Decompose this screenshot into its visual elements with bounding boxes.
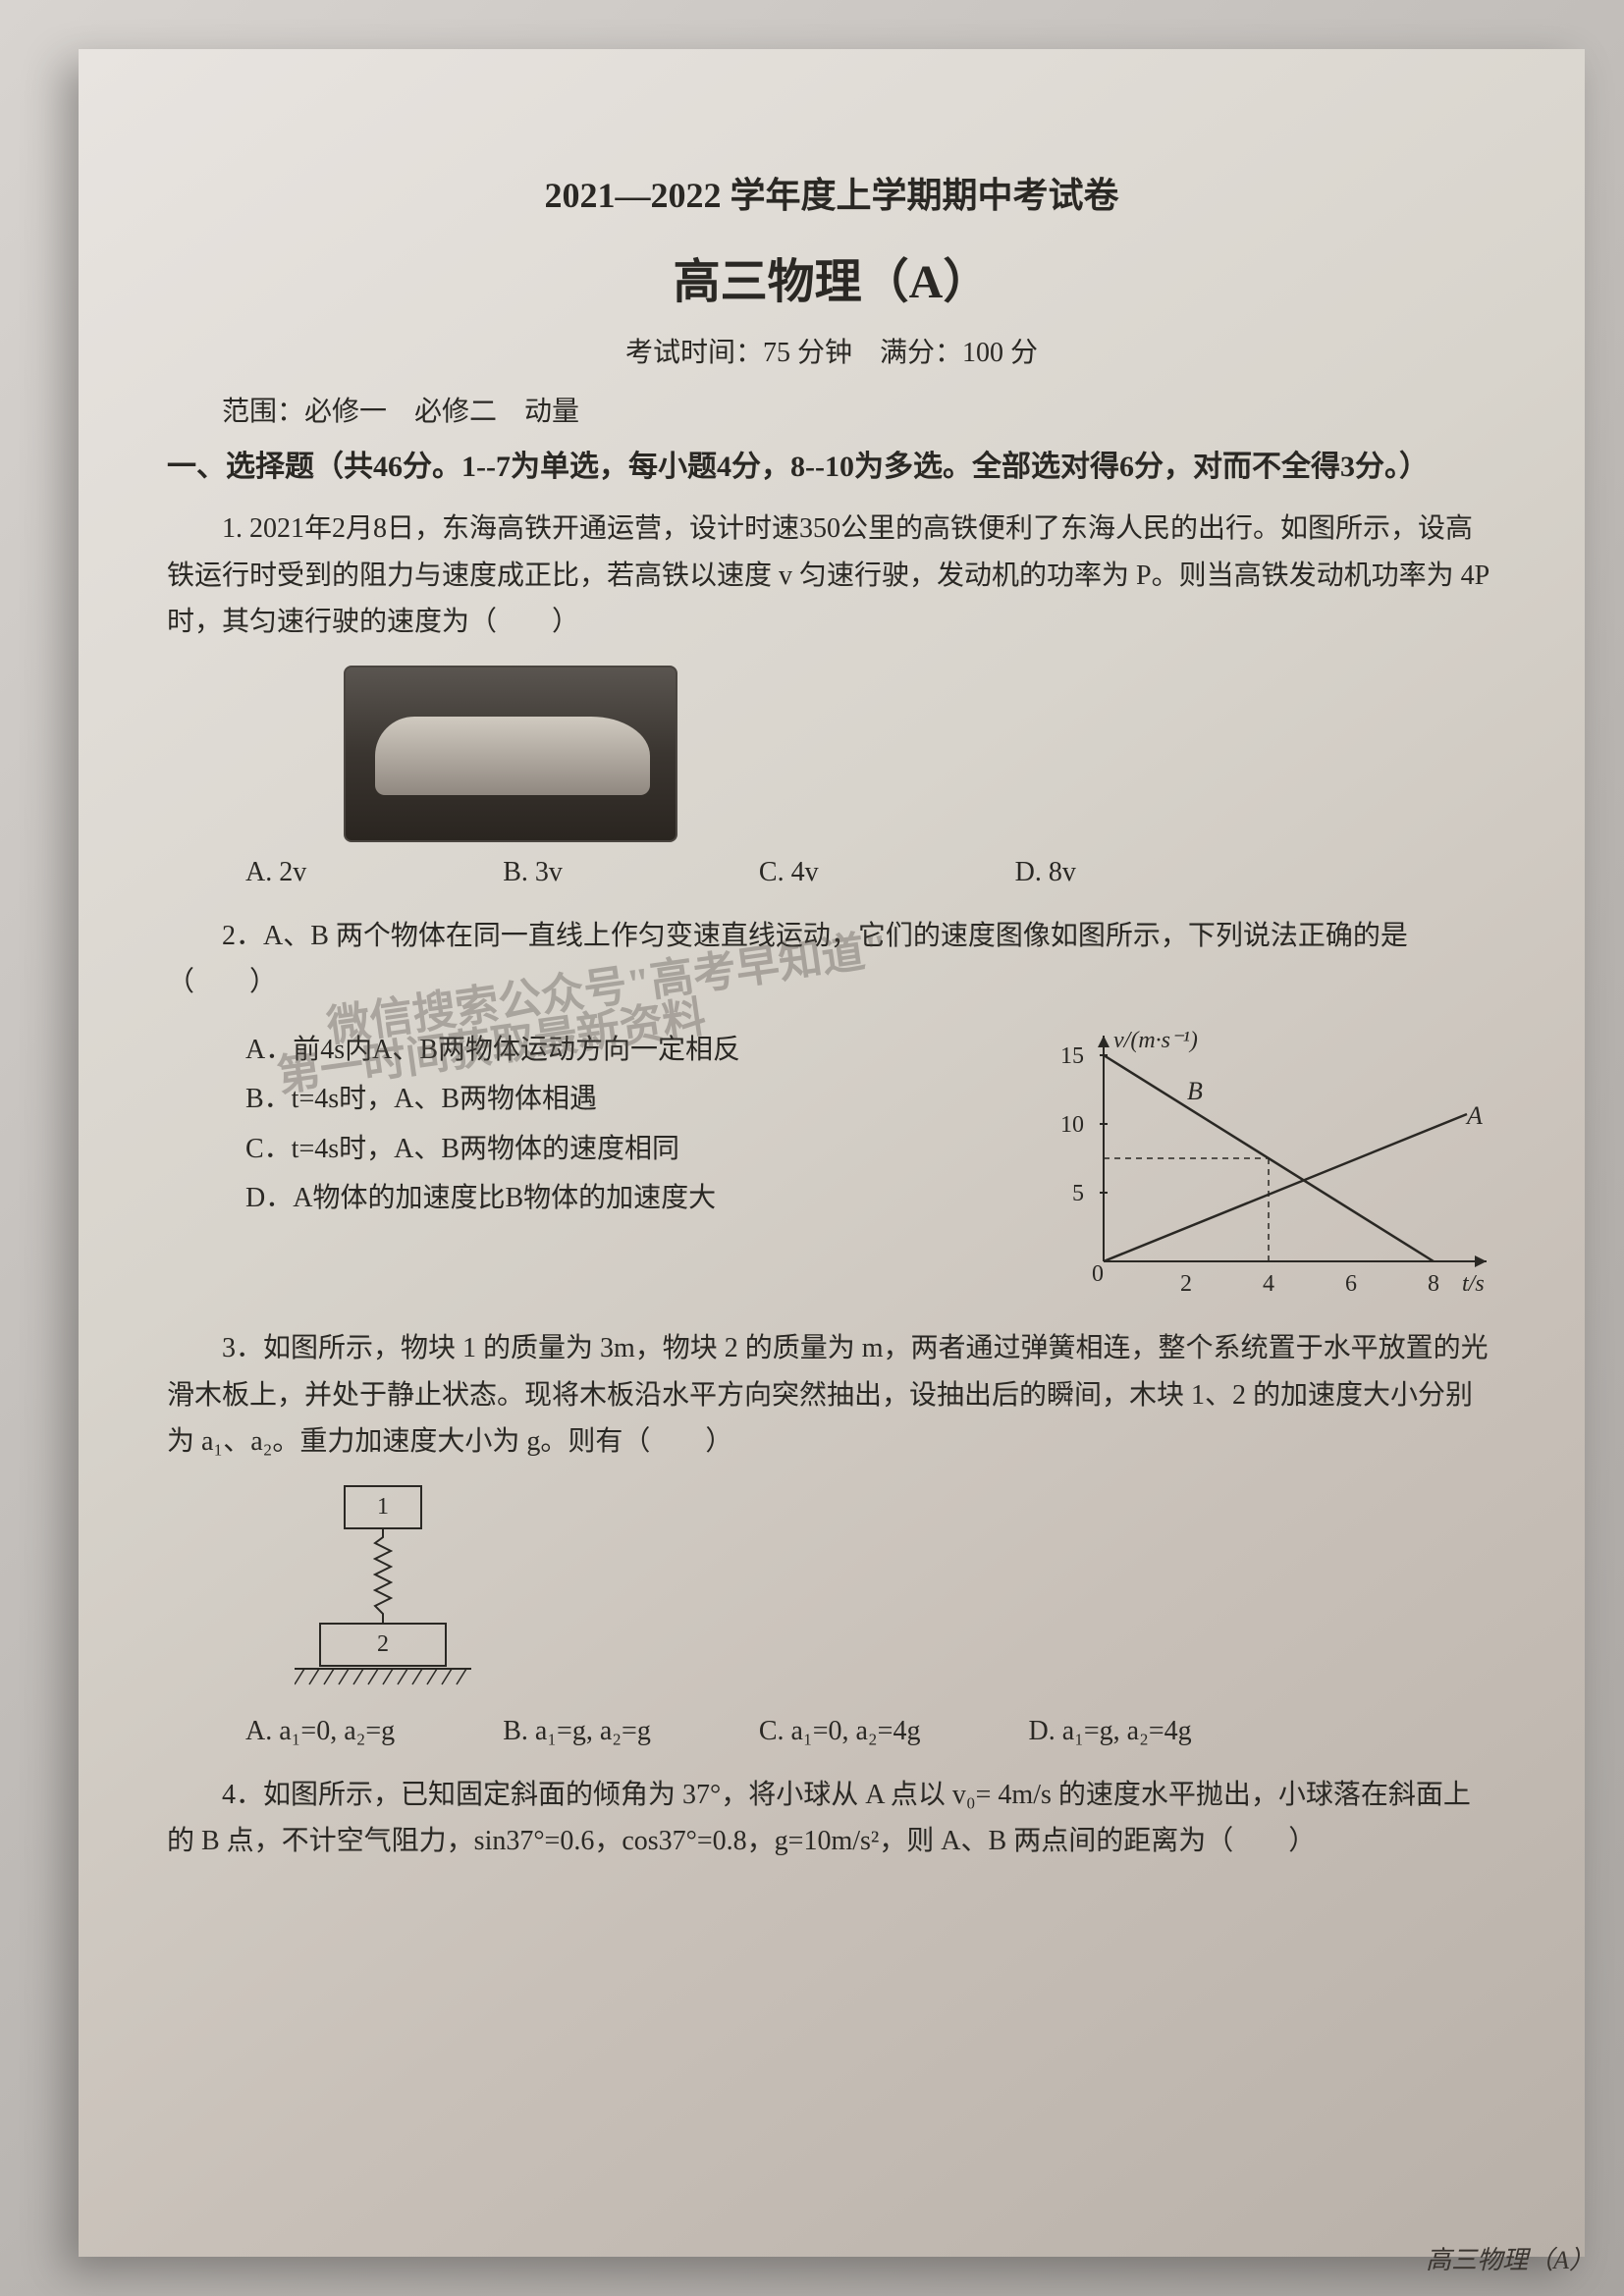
svg-text:10: 10 — [1060, 1112, 1084, 1138]
q3-option-c: C. a₁=0, a₂=4g — [759, 1716, 921, 1747]
q3-option-d: D. a₁=g, a₂=4g — [1028, 1716, 1191, 1747]
exam-info: 考试时间：75 分钟 满分：100 分 — [167, 331, 1496, 370]
spring-block-diagram: 1 2 — [285, 1485, 481, 1701]
question-1-text: 1. 2021年2月8日，东海高铁开通运营，设计时速350公里的高铁便利了东海人… — [167, 506, 1496, 646]
page-footer-label: 高三物理（A） — [1426, 2240, 1595, 2276]
svg-text:4: 4 — [1263, 1271, 1274, 1297]
question-2-options: A．前4s内A、B两物体运动方向一定相反 B．t=4s时，A、B两物体相遇 C．… — [245, 1026, 1025, 1224]
subject-title: 高三物理（A） — [167, 242, 1496, 311]
svg-text:8: 8 — [1428, 1271, 1439, 1297]
svg-text:15: 15 — [1060, 1043, 1084, 1069]
svg-text:t/s: t/s — [1462, 1271, 1485, 1297]
q1-option-a: A. 2v — [245, 857, 306, 888]
svg-text:0: 0 — [1092, 1261, 1104, 1287]
q2-option-a: A．前4s内A、B两物体运动方向一定相反 — [245, 1026, 1025, 1075]
q2-option-b: B．t=4s时，A、B两物体相遇 — [245, 1075, 1025, 1124]
question-1-options: A. 2v B. 3v C. 4v D. 8v — [245, 857, 1496, 888]
q2-option-c: C．t=4s时，A、B两物体的速度相同 — [245, 1125, 1025, 1174]
train-shape-icon — [375, 717, 650, 795]
block-2-icon: 2 — [319, 1623, 447, 1667]
q2-option-d: D．A物体的加速度比B物体的加速度大 — [245, 1174, 1025, 1223]
section-header: 一、选择题（共46分。1--7为单选，每小题4分，8--10为多选。全部选对得6… — [167, 444, 1496, 491]
chart-svg: 5 10 15 2 4 6 8 0 t/s v/(m·s⁻¹) B — [1055, 1026, 1496, 1301]
question-2-container: A．前4s内A、B两物体运动方向一定相反 B．t=4s时，A、B两物体相遇 C．… — [167, 1026, 1496, 1301]
exam-page: 2021—2022 学年度上学期期中考试卷 高三物理（A） 考试时间：75 分钟… — [79, 49, 1585, 2257]
q1-option-c: C. 4v — [759, 857, 819, 888]
svg-text:v/(m·s⁻¹): v/(m·s⁻¹) — [1113, 1028, 1198, 1053]
svg-text:B: B — [1187, 1077, 1203, 1105]
question-4-text: 4．如图所示，已知固定斜面的倾角为 37°，将小球从 A 点以 v₀= 4m/s… — [167, 1772, 1496, 1865]
q1-option-b: B. 3v — [503, 857, 563, 888]
svg-text:6: 6 — [1345, 1271, 1357, 1297]
spring-icon — [373, 1529, 393, 1623]
question-3-options: A. a₁=0, a₂=g B. a₁=g, a₂=g C. a₁=0, a₂=… — [245, 1716, 1496, 1747]
train-image — [344, 666, 677, 842]
q1-option-d: D. 8v — [1015, 857, 1076, 888]
velocity-chart: 5 10 15 2 4 6 8 0 t/s v/(m·s⁻¹) B — [1055, 1026, 1496, 1301]
svg-text:2: 2 — [1180, 1271, 1192, 1297]
block-1-icon: 1 — [344, 1485, 422, 1529]
q3-option-a: A. a₁=0, a₂=g — [245, 1716, 395, 1747]
svg-text:5: 5 — [1072, 1181, 1084, 1206]
ground-hatching-icon — [295, 1667, 471, 1696]
question-2-text: 2．A、B 两个物体在同一直线上作匀变速直线运动，它们的速度图像如图所示，下列说… — [167, 913, 1496, 1006]
exam-scope: 范围：必修一 必修二 动量 — [167, 390, 1496, 429]
question-3-text: 3．如图所示，物块 1 的质量为 3m，物块 2 的质量为 m，两者通过弹簧相连… — [167, 1325, 1496, 1466]
exam-title: 2021—2022 学年度上学期期中考试卷 — [167, 167, 1496, 218]
q3-option-b: B. a₁=g, a₂=g — [503, 1716, 651, 1747]
svg-text:A: A — [1465, 1101, 1483, 1130]
